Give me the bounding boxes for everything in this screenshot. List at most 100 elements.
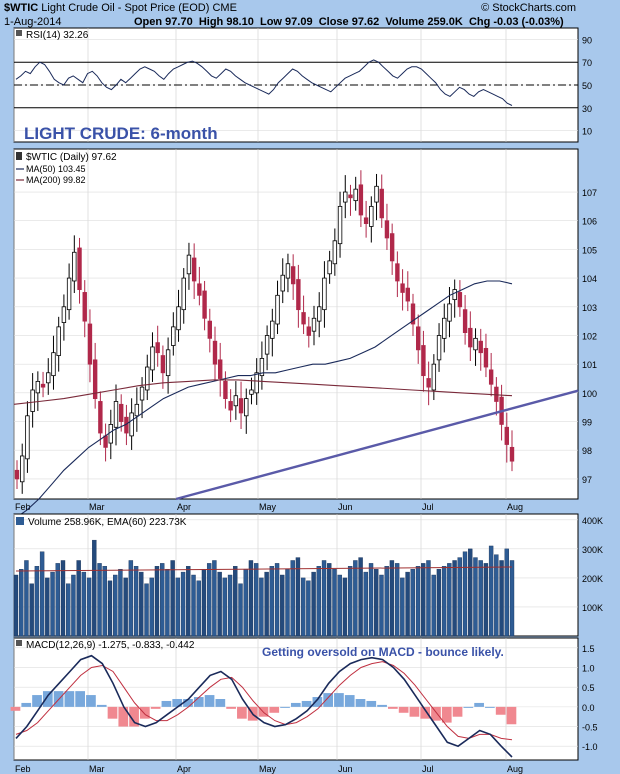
volume-bar (112, 574, 118, 637)
candle-body (483, 347, 489, 368)
volume-ytick-label: 400K (582, 516, 603, 526)
volume-bar (394, 563, 400, 637)
candle-body (145, 366, 150, 391)
close: Close 97.62 (318, 16, 380, 28)
macd-histogram-bar (409, 706, 420, 717)
candle-body (296, 279, 301, 311)
volume-bar (473, 557, 478, 637)
candle-body (119, 403, 124, 422)
macd-histogram-bar (183, 699, 193, 707)
volume-bar (436, 568, 442, 637)
price-legend-icon (16, 152, 22, 160)
volume-bar (509, 560, 515, 637)
candle-body (358, 184, 364, 216)
candle-body (244, 398, 249, 417)
high: High 98.10 (198, 16, 254, 28)
candle-body (374, 185, 379, 203)
candle-body (400, 283, 405, 293)
volume-bar (66, 583, 71, 637)
volume-bar (306, 580, 311, 637)
candle-body (103, 435, 108, 448)
macd-histogram-bar (215, 699, 226, 707)
candle-body (410, 303, 416, 325)
volume-bar (233, 566, 238, 637)
price-xtick-label: Feb (15, 502, 31, 512)
macd-histogram-bar (64, 691, 75, 707)
macd-histogram-bar (226, 706, 236, 709)
volume-bar (384, 566, 389, 637)
volume-bar (389, 560, 395, 637)
candle-body (473, 337, 478, 351)
macd-ytick-label: -1.0 (582, 742, 598, 752)
macd-histogram-bar (398, 706, 409, 713)
copyright: © StockCharts.com (481, 2, 576, 14)
volume-bar (504, 548, 509, 637)
price-panel (13, 148, 579, 500)
volume-bar (327, 563, 332, 637)
volume-bar (180, 571, 186, 637)
candle-body (66, 277, 72, 311)
rsi-ytick-label: 90 (582, 35, 592, 45)
candle-body (478, 340, 483, 354)
volume-bar (421, 563, 426, 637)
volume-bar (144, 583, 149, 637)
candle-body (129, 412, 134, 437)
price-xtick-label: Jun (338, 502, 353, 512)
volume-bar (133, 566, 139, 637)
candle-body (238, 398, 244, 414)
candle-body (197, 283, 202, 296)
volume-bar (13, 574, 19, 637)
candle-body (113, 401, 119, 428)
macd-xtick-label: Apr (177, 764, 191, 774)
macd-histogram-bar (96, 704, 107, 707)
macd-xtick-label: May (259, 764, 277, 774)
volume-bar (170, 560, 175, 637)
volume-bar (186, 566, 191, 637)
volume-bar (300, 577, 306, 637)
rsi-legend: RSI(14) 32.26 (26, 30, 89, 41)
macd-ytick-label: 1.5 (582, 644, 595, 654)
rsi-ytick-label: 50 (582, 81, 592, 91)
volume-ytick-label: 200K (582, 574, 603, 584)
macd-xtick-label: Jun (338, 764, 353, 774)
volume-bar (154, 566, 160, 637)
volume-bar (107, 580, 113, 637)
macd-line (15, 654, 513, 758)
volume-bar (353, 560, 358, 637)
volume-bar (264, 571, 269, 637)
volume-bar (478, 560, 483, 637)
macd-histogram-bar (10, 706, 21, 711)
volume-bar (400, 577, 405, 637)
candle-body (369, 205, 374, 227)
volume-ytick-label: 100K (582, 603, 603, 613)
ohlc-line: Open 97.70 High 98.10 Low 97.09 Close 97… (134, 16, 564, 28)
candle-body (14, 469, 20, 480)
volume-bar (243, 568, 248, 637)
chart-title: LIGHT CRUDE: 6-month (24, 124, 218, 143)
volume-bar (149, 577, 154, 637)
volume-bar (347, 566, 353, 637)
macd-histogram-bar (506, 706, 517, 725)
volume-bar (259, 577, 264, 637)
volume-bar (212, 560, 217, 637)
macd-histogram-bar (495, 706, 506, 715)
volume-bar (374, 568, 379, 637)
volume-bar (499, 560, 504, 637)
candle-body (337, 205, 343, 245)
candle-body (317, 306, 322, 322)
macd-histogram-bar (150, 706, 161, 709)
volume-bar (337, 574, 342, 637)
candle-body (181, 277, 186, 311)
volume-bar (217, 571, 222, 637)
volume-bar (290, 560, 295, 637)
volume-bar (462, 551, 468, 637)
macd-histogram-bar (21, 702, 32, 707)
candle-body (61, 306, 67, 323)
macd-panel (13, 637, 579, 761)
volume-bar (50, 571, 55, 637)
candle-body (327, 260, 332, 275)
candle-body (218, 359, 223, 379)
macd-histogram-bar (204, 695, 215, 707)
ma200-line (13, 379, 513, 405)
volume-bar (92, 539, 97, 637)
